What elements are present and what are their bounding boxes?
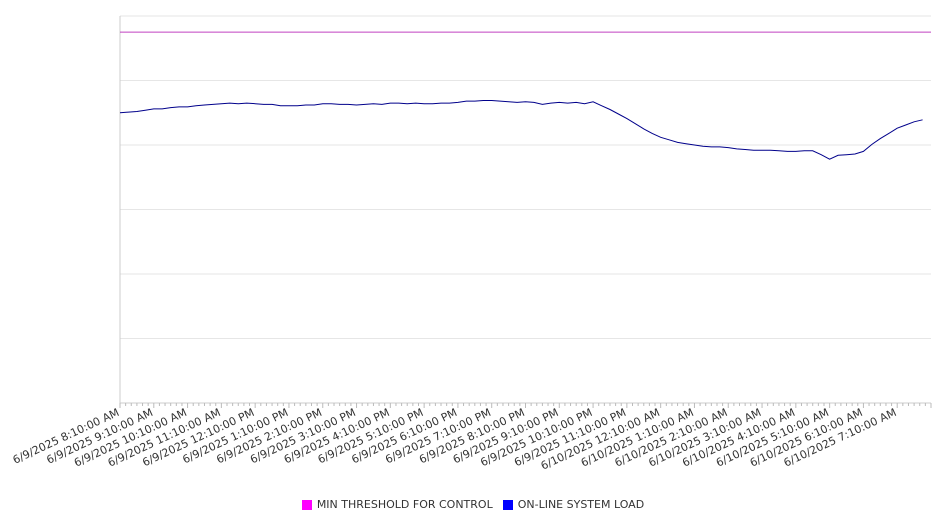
grid-layer [120, 15, 931, 404]
line-chart: 6/9/2025 8:10:00 AM6/9/2025 9:10:00 AM6/… [11, 15, 932, 473]
legend-swatch-system-load [502, 499, 513, 510]
series-layer [119, 31, 931, 160]
series-line-system-load [119, 100, 923, 160]
legend-item-min-threshold[interactable]: MIN THRESHOLD FOR CONTROL [301, 498, 493, 511]
legend: MIN THRESHOLD FOR CONTROL ON-LINE SYSTEM… [0, 498, 946, 511]
legend-swatch-min-threshold [301, 499, 312, 510]
legend-label-system-load: ON-LINE SYSTEM LOAD [517, 498, 645, 511]
axis-layer [119, 16, 932, 408]
legend-label-min-threshold: MIN THRESHOLD FOR CONTROL [316, 498, 493, 511]
x-tick-labels: 6/9/2025 8:10:00 AM6/9/2025 9:10:00 AM6/… [11, 406, 899, 473]
legend-item-system-load[interactable]: ON-LINE SYSTEM LOAD [502, 498, 645, 511]
